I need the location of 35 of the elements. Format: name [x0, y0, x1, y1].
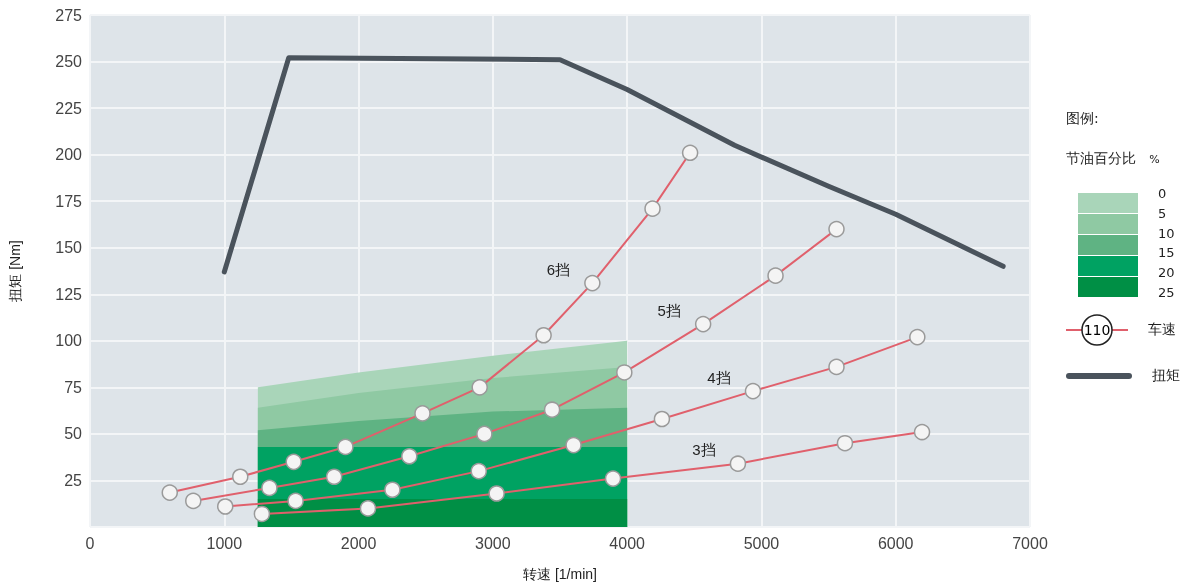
x-axis-title: 转速 [1/min] — [523, 566, 597, 582]
color-bar-label: 10 — [1158, 225, 1175, 241]
y-tick-label: 225 — [55, 99, 83, 117]
x-tick-label: 3000 — [475, 534, 511, 552]
y-axis-title: 扭矩 [Nm] — [7, 240, 23, 302]
legend-label: 扭矩 — [1152, 367, 1180, 385]
x-tick-label: 6000 — [877, 534, 914, 552]
series-label: 6挡 — [546, 260, 571, 278]
y-tick-label: 125 — [55, 285, 83, 303]
y-tick-label: 75 — [64, 378, 83, 396]
y-tick-label: 150 — [55, 239, 83, 257]
color-bar-label: 15 — [1158, 245, 1175, 261]
x-tick-label: 7000 — [1012, 534, 1048, 552]
y-tick-label: 25 — [64, 471, 83, 489]
x-tick-label: 0 — [85, 534, 95, 552]
series-label: 3挡 — [692, 441, 716, 459]
y-tick-label: 250 — [55, 53, 83, 71]
x-tick-label: 5000 — [743, 534, 780, 552]
series-label: 4挡 — [707, 368, 731, 386]
color-bar-label: 20 — [1158, 265, 1175, 281]
y-tick-label: 100 — [55, 332, 83, 350]
series-label: 5挡 — [657, 301, 681, 319]
color-bar-label: 25 — [1158, 285, 1175, 300]
text: 车速 — [1148, 321, 1176, 339]
x-tick-label: 2000 — [340, 534, 377, 552]
x-tick-label: 4000 — [609, 534, 646, 552]
color-bar-title: 节油百分比 % — [1066, 150, 1161, 168]
y-tick-label: 175 — [55, 192, 83, 210]
y-tick-label: 200 — [55, 146, 83, 164]
legend-title: 图例: — [1066, 110, 1100, 128]
color-bar-label: 5 — [1158, 205, 1167, 221]
x-tick-label: 1000 — [206, 534, 243, 552]
y-tick-label: 275 — [55, 6, 83, 24]
color-bar-label: 0 — [1158, 186, 1167, 201]
y-tick-label: 50 — [64, 425, 83, 443]
